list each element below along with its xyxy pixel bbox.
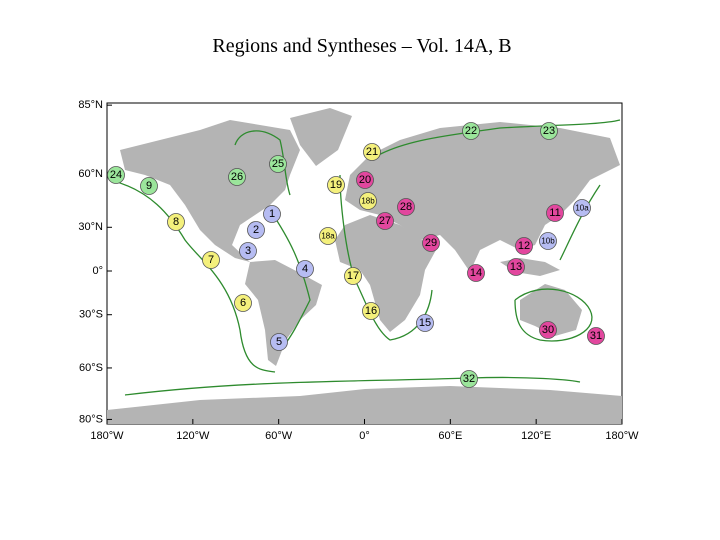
- region-marker: [467, 264, 485, 282]
- region-marker: [462, 122, 480, 140]
- region-marker: [269, 155, 287, 173]
- lon-tick-label: 60°W: [265, 430, 293, 442]
- region-label: 16: [365, 305, 377, 317]
- lon-tick-label: 60°E: [438, 430, 462, 442]
- region-label: 28: [400, 201, 412, 213]
- lon-tick-label: 0°: [359, 430, 370, 442]
- region-marker: [507, 258, 525, 276]
- region-marker: [319, 227, 337, 245]
- region-marker: [363, 143, 381, 161]
- region-marker: [515, 237, 533, 255]
- region-label: 29: [425, 237, 437, 249]
- lat-tick-label: 60°N: [78, 168, 103, 180]
- lon-tick-label: 120°E: [521, 430, 551, 442]
- title: Regions and Syntheses – Vol. 14A, B: [212, 35, 511, 57]
- region-label: 10b: [541, 237, 555, 246]
- region-marker: [202, 251, 220, 269]
- region-label: 7: [208, 254, 214, 266]
- region-label: 18b: [361, 197, 375, 206]
- region-label: 8: [173, 216, 179, 228]
- region-label: 24: [110, 169, 122, 181]
- region-label: 12: [518, 240, 530, 252]
- region-label: 1: [269, 208, 275, 220]
- lat-tick-label: 80°S: [79, 413, 103, 425]
- region-marker: [397, 198, 415, 216]
- region-marker: [239, 242, 257, 260]
- region-marker: [270, 333, 288, 351]
- region-marker: [573, 199, 591, 217]
- region-marker: [296, 260, 314, 278]
- region-marker: [140, 177, 158, 195]
- lat-tick-label: 60°S: [79, 362, 103, 374]
- region-label: 11: [549, 207, 560, 219]
- region-label: 18a: [321, 232, 335, 241]
- region-marker: [107, 166, 125, 184]
- region-label: 15: [419, 317, 431, 329]
- region-marker: [416, 314, 434, 332]
- region-marker: [228, 168, 246, 186]
- region-label: 19: [330, 179, 342, 191]
- region-marker: [344, 267, 362, 285]
- region-marker: [546, 204, 564, 222]
- region-label: 25: [272, 158, 284, 170]
- region-marker: [376, 212, 394, 230]
- region-marker: [540, 122, 558, 140]
- lat-tick-label: 30°S: [79, 309, 103, 321]
- region-label: 30: [542, 324, 554, 336]
- lat-tick-label: 0°: [92, 265, 103, 277]
- region-label: 31: [590, 330, 602, 342]
- region-label: 23: [543, 125, 555, 137]
- lon-tick-label: 180°W: [605, 430, 639, 442]
- region-label: 32: [463, 373, 475, 385]
- region-label: 20: [359, 174, 371, 186]
- region-marker: [247, 221, 265, 239]
- lon-tick-label: 180°W: [90, 430, 124, 442]
- region-label: 6: [240, 297, 246, 309]
- region-label: 17: [347, 270, 359, 282]
- region-marker: [327, 176, 345, 194]
- region-label: 27: [379, 215, 391, 227]
- lon-tick-label: 120°W: [176, 430, 210, 442]
- region-label: 2: [253, 224, 259, 236]
- region-label: 10a: [575, 204, 589, 213]
- region-label: 21: [366, 146, 378, 158]
- region-label: 26: [231, 171, 243, 183]
- region-label: 13: [510, 261, 522, 273]
- region-label: 5: [276, 336, 282, 348]
- region-marker: [422, 234, 440, 252]
- region-marker: [539, 321, 557, 339]
- lat-tick-label: 30°N: [78, 221, 103, 233]
- region-marker: [460, 370, 478, 388]
- region-marker: [356, 171, 374, 189]
- region-marker: [539, 232, 557, 250]
- region-marker: [359, 192, 377, 210]
- region-marker: [167, 213, 185, 231]
- region-label: 3: [245, 245, 251, 257]
- region-label: 4: [302, 263, 308, 275]
- region-marker: [362, 302, 380, 320]
- region-label: 9: [146, 180, 152, 192]
- region-marker: [587, 327, 605, 345]
- region-marker: [234, 294, 252, 312]
- region-label: 14: [470, 267, 482, 279]
- region-marker: [263, 205, 281, 223]
- lat-tick-label: 85°N: [78, 99, 103, 111]
- region-label: 22: [465, 125, 477, 137]
